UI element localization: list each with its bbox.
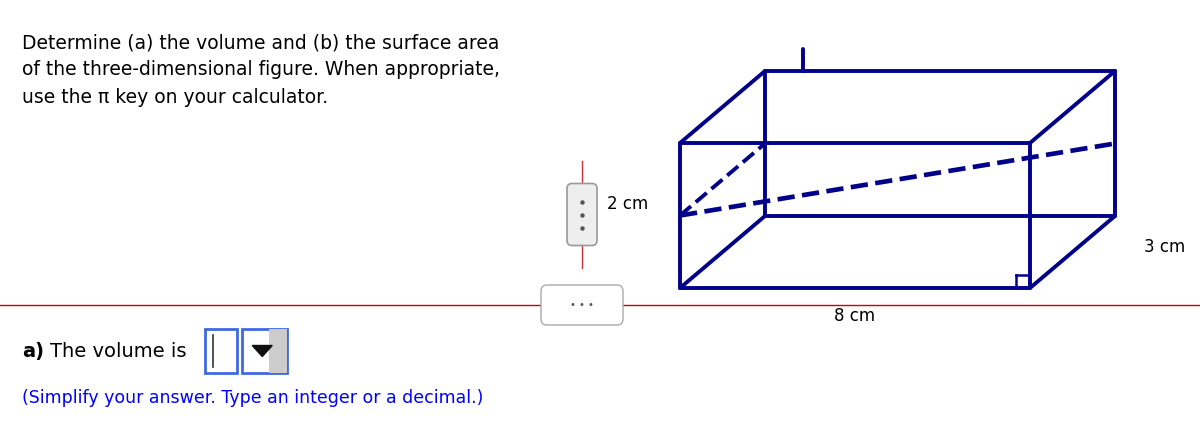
Text: (Simplify your answer. Type an integer or a decimal.): (Simplify your answer. Type an integer o… bbox=[22, 389, 484, 407]
FancyBboxPatch shape bbox=[568, 184, 598, 245]
FancyBboxPatch shape bbox=[541, 285, 623, 325]
Text: • • •: • • • bbox=[570, 300, 594, 310]
Text: a): a) bbox=[22, 341, 44, 360]
Text: 2 cm: 2 cm bbox=[607, 195, 649, 212]
Text: 3 cm: 3 cm bbox=[1145, 238, 1186, 256]
Text: Determine (a) the volume and (b) the surface area
of the three-dimensional figur: Determine (a) the volume and (b) the sur… bbox=[22, 33, 500, 107]
Polygon shape bbox=[252, 346, 272, 357]
Text: 8 cm: 8 cm bbox=[834, 307, 876, 325]
FancyBboxPatch shape bbox=[242, 329, 287, 373]
Text: The volume is: The volume is bbox=[50, 341, 186, 360]
FancyBboxPatch shape bbox=[205, 329, 236, 373]
FancyBboxPatch shape bbox=[269, 329, 287, 373]
